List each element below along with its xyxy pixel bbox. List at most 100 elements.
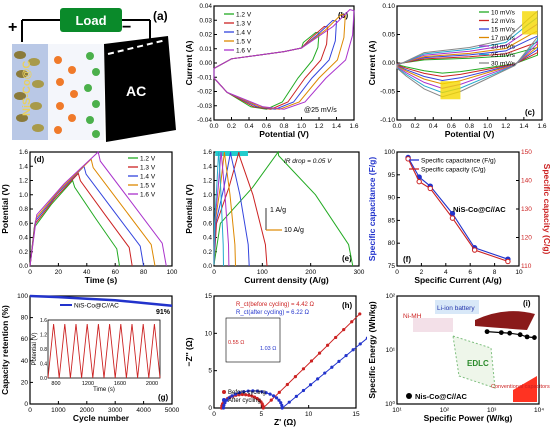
nyquist-point [365, 336, 367, 340]
nyquist-point [250, 394, 254, 398]
annotation-ir-drop: IR drop = 0.05 V [284, 158, 332, 165]
inset-frame [47, 319, 161, 379]
nyquist-point [261, 406, 265, 410]
y-tick-label: 1.2 [203, 178, 212, 185]
legend-entry: 1.6 V [236, 48, 252, 55]
y-tick-label: 0.2 [19, 249, 28, 256]
left-electrode-label: NiS-Co@C [21, 61, 33, 116]
x-tick-label: 20 [55, 269, 63, 276]
inset-y-tick-label: 1.2 [40, 333, 47, 339]
y-tick-label: -0.10 [380, 117, 395, 124]
region-label-ni-mh: Ni-MH [403, 313, 422, 320]
x-axis-label: Specific Current (A/g) [414, 275, 502, 285]
x-axis-label: Specific Power (W/kg) [424, 413, 513, 423]
nyquist-point [280, 403, 284, 407]
nyquist-point [246, 389, 250, 393]
y-tick-label: 90 [388, 195, 396, 202]
nyquist-point [308, 383, 313, 387]
nyquist-point [323, 371, 327, 375]
gcd-curve-1.6V [29, 151, 167, 267]
y-right-axis-label: Specific capacity (C/g) [542, 164, 550, 255]
left-electrode-particles [14, 51, 44, 132]
nyquist-point [301, 367, 306, 371]
x-tick-label: 0 [212, 269, 216, 276]
y-tick-label: 1.0 [19, 192, 28, 199]
end-label: 91% [156, 309, 171, 316]
y-axis-label: Current (A) [367, 40, 377, 85]
x-axis-label: Potential (V) [259, 129, 309, 139]
highlight-anodic [522, 11, 538, 35]
legend-marker-before [222, 390, 226, 394]
data-point [416, 178, 422, 185]
x-tick-label: 10 [515, 269, 523, 276]
x-tick-label: 60 [112, 269, 120, 276]
nyquist-point [337, 359, 341, 364]
nyquist-point [316, 377, 320, 381]
inset-y-tick-label: 0.4 [40, 362, 47, 368]
legend-entry: 30 mV/s [491, 61, 516, 68]
legend-entry: 10 mV/s [491, 10, 516, 17]
nyquist-point [309, 359, 314, 363]
y-axis-label: −Z'' (Ω) [184, 337, 194, 366]
y-tick-label: 75 [388, 263, 396, 270]
x-tick-label: 0.8 [465, 123, 474, 130]
region-ni-mh [413, 318, 453, 332]
x-tick-label: 1.0 [297, 123, 306, 130]
nyquist-point [244, 393, 248, 397]
panel-label: (e) [342, 254, 352, 263]
legend-entry: 1.2 V [236, 12, 252, 19]
ragone-point [524, 334, 530, 340]
x-tick-label: 1000 [51, 407, 66, 414]
nyquist-point [351, 348, 355, 352]
y-tick-label: 0.4 [19, 235, 28, 242]
x-tick-label: 0.2 [227, 123, 236, 130]
y-tick-label: 5 [208, 368, 212, 375]
y-tick-label: 1.0 [203, 192, 212, 199]
nyquist-point [330, 365, 334, 369]
legend-entry: Specific capacity (C/g) [421, 167, 486, 174]
legend-entry: 1.3 V [140, 165, 156, 172]
y-tick-label: 60 [21, 336, 29, 343]
y-tick-label: 10⁰ [385, 400, 395, 408]
x-axis-label: Z' (Ω) [274, 417, 296, 427]
legend-entry: NiS-Co@C//AC [74, 303, 119, 310]
nyquist-point [301, 388, 306, 393]
x-tick-label: 15 [352, 411, 360, 418]
legend-entry: 1.4 V [236, 30, 252, 37]
nyquist-point [342, 328, 346, 332]
ion-green-group [84, 52, 100, 138]
x-tick-label: 0 [212, 411, 216, 418]
x-tick-label: 10⁴ [534, 407, 544, 414]
y-tick-label: 0.10 [382, 3, 395, 10]
y-tick-label: 0.8 [203, 206, 212, 213]
nyquist-point [279, 401, 283, 405]
plot-frame [396, 295, 540, 405]
legend-entry: 1.5 V [236, 39, 252, 46]
x-tick-label: 3000 [108, 407, 123, 414]
y-tick-label: 0.05 [382, 32, 395, 39]
arrow-label-top: 1 A/g [270, 207, 286, 214]
x-axis-label: Current density (A/g) [244, 275, 329, 285]
gcd-curve-3Ag [213, 151, 250, 267]
y-tick-label: -0.01 [197, 74, 212, 81]
x-tick-label: 1.4 [519, 123, 528, 130]
legend-entry-before: Before cycling [228, 390, 266, 396]
y-axis-label: Potential (V) [0, 184, 10, 234]
nyquist-point [269, 398, 273, 402]
ragone-point [507, 330, 513, 336]
inset-x-tick-label: 1200 [82, 381, 94, 387]
x-tick-label: 0.0 [209, 123, 218, 130]
gcd-curve-10Ag [213, 151, 224, 267]
nyquist-point [317, 351, 322, 355]
y-tick-label: 85 [388, 217, 396, 224]
region-label-conventional: Conventional capacitors [491, 384, 550, 390]
nyquist-point [222, 403, 226, 407]
x-tick-label: 8 [493, 269, 497, 276]
x-tick-label: 10 [305, 411, 313, 418]
x-tick-label: 5000 [165, 407, 180, 414]
nyquist-point [277, 390, 281, 394]
y-tick-label: 95 [388, 172, 396, 179]
inset-x-tick-label: 2000 [146, 381, 158, 387]
nyquist-point [230, 394, 234, 398]
y-axis-label: Capacity retention (%) [0, 305, 10, 395]
